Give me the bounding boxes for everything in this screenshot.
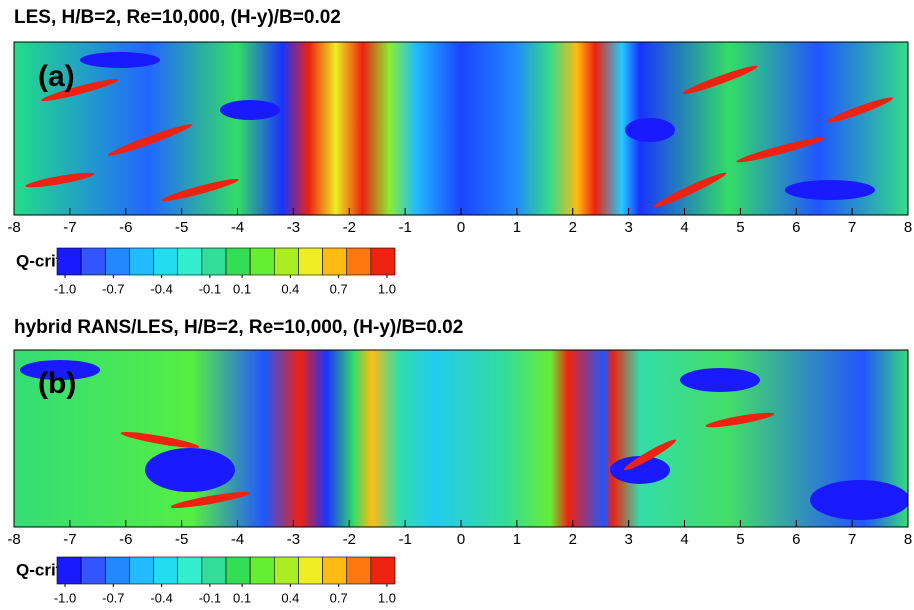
colorbar-swatch xyxy=(201,556,227,585)
colorbar-tick-label: -0.1 xyxy=(199,281,221,296)
colorbar-swatch xyxy=(56,556,82,585)
colorbar-swatch xyxy=(80,556,106,585)
x-tick-label: 3 xyxy=(624,219,632,236)
colorbar-swatch xyxy=(273,247,299,276)
colorbar-label: Q-crit xyxy=(16,251,62,270)
colorbar-tick-label: -0.4 xyxy=(150,281,172,296)
colorbar-swatch xyxy=(225,247,251,276)
colorbar-tick-label: 0.4 xyxy=(281,281,299,296)
x-tick-label: -2 xyxy=(343,531,356,548)
colorbar-swatch xyxy=(346,247,372,276)
colorbar-swatch xyxy=(56,247,82,276)
x-tick-label: -3 xyxy=(287,219,300,236)
x-tick-label: -8 xyxy=(7,531,20,548)
colorbar-swatch xyxy=(129,247,154,276)
colorbar-swatch xyxy=(346,556,372,585)
x-tick-label: -8 xyxy=(7,219,20,236)
x-tick-label: 1 xyxy=(513,219,521,236)
x-tick-label: -4 xyxy=(231,531,244,548)
x-tick-label: -3 xyxy=(287,531,300,548)
x-tick-label: 2 xyxy=(569,531,577,548)
chart-title: hybrid RANS/LES, H/B=2, Re=10,000, (H-y)… xyxy=(14,317,463,338)
colorbar-swatch xyxy=(273,556,299,585)
x-tick-label: 7 xyxy=(848,219,856,236)
contour-field xyxy=(14,350,908,527)
colorbar-tick-label: -0.1 xyxy=(199,590,221,605)
colorbar-swatch xyxy=(153,247,179,276)
x-tick-label: -7 xyxy=(63,531,76,548)
colorbar-tick-label: -0.4 xyxy=(150,590,172,605)
colorbar-swatch xyxy=(104,556,130,585)
x-tick-label: -6 xyxy=(119,219,132,236)
colorbar-tick-label: 0.4 xyxy=(281,590,299,605)
x-tick-label: 8 xyxy=(904,219,912,236)
x-tick-label: -5 xyxy=(175,531,188,548)
x-tick-label: 6 xyxy=(792,531,800,548)
x-tick-label: -6 xyxy=(119,531,132,548)
colorbar-tick-label: 0.7 xyxy=(330,281,348,296)
x-tick-label: -2 xyxy=(343,219,356,236)
colorbar-tick-label: 0.7 xyxy=(330,590,348,605)
colorbar-tick-label: 0.1 xyxy=(233,590,251,605)
x-tick-label: 5 xyxy=(736,531,744,548)
contour-field xyxy=(14,42,908,215)
colorbar-swatch xyxy=(249,247,275,276)
x-tick-label: 8 xyxy=(904,531,912,548)
chart-title: LES, H/B=2, Re=10,000, (H-y)/B=0.02 xyxy=(14,7,341,28)
colorbar-swatch xyxy=(322,556,348,585)
colorbar-swatch xyxy=(298,247,323,276)
colorbar-swatch xyxy=(370,247,396,276)
x-tick-label: -4 xyxy=(231,219,244,236)
colorbar-swatch xyxy=(201,247,227,276)
colorbar-tick-label: 1.0 xyxy=(378,281,396,296)
x-tick-label: 1 xyxy=(513,531,521,548)
colorbar-swatch xyxy=(177,247,203,276)
panel-label: (b) xyxy=(38,367,76,400)
x-tick-label: 6 xyxy=(792,219,800,236)
colorbar-tick-label: -1.0 xyxy=(54,281,76,296)
x-tick-label: -1 xyxy=(398,219,411,236)
colorbar-swatch xyxy=(80,247,106,276)
panel-label: (a) xyxy=(38,60,75,93)
colorbar-tick-label: -0.7 xyxy=(102,281,124,296)
x-tick-label: -7 xyxy=(63,219,76,236)
x-tick-label: 2 xyxy=(569,219,577,236)
x-tick-label: 4 xyxy=(680,219,688,236)
x-tick-label: 3 xyxy=(624,531,632,548)
colorbar-swatch xyxy=(370,556,396,585)
x-tick-label: 4 xyxy=(680,531,688,548)
colorbar-swatch xyxy=(225,556,251,585)
x-tick-label: 7 xyxy=(848,531,856,548)
colorbar-tick-label: -1.0 xyxy=(54,590,76,605)
colorbar-swatch xyxy=(322,247,348,276)
colorbar-tick-label: 1.0 xyxy=(378,590,396,605)
colorbar-swatch xyxy=(153,556,179,585)
x-tick-label: -5 xyxy=(175,219,188,236)
x-tick-label: -1 xyxy=(398,531,411,548)
colorbar-swatch xyxy=(177,556,203,585)
colorbar-tick-label: -0.7 xyxy=(102,590,124,605)
colorbar-swatch xyxy=(249,556,275,585)
x-tick-label: 0 xyxy=(457,531,465,548)
colorbar-swatch xyxy=(129,556,154,585)
colorbar-tick-label: 0.1 xyxy=(233,281,251,296)
x-tick-label: 0 xyxy=(457,219,465,236)
colorbar-swatch xyxy=(104,247,130,276)
colorbar-label: Q-crit xyxy=(16,560,62,579)
colorbar-swatch xyxy=(298,556,323,585)
x-tick-label: 5 xyxy=(736,219,744,236)
